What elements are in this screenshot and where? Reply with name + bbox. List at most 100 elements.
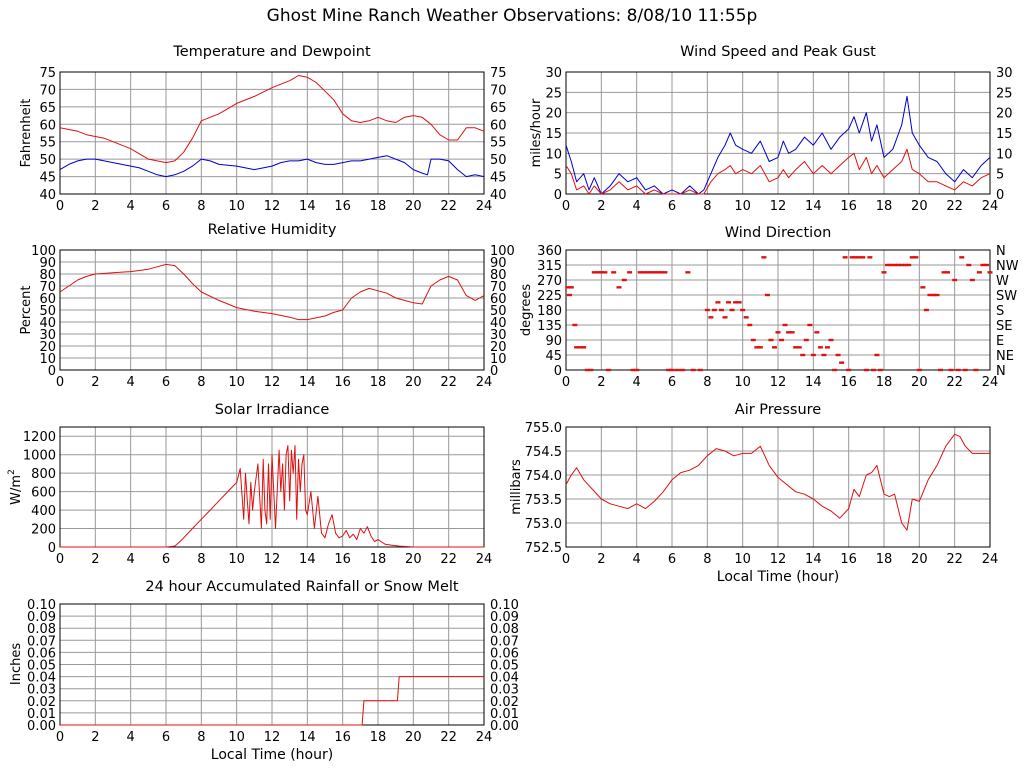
x-tick-label: 6	[162, 730, 170, 745]
y-tick-label: 0.10	[27, 598, 56, 613]
x-tick-label: 16	[334, 199, 351, 214]
x-tick-label: 20	[911, 375, 928, 390]
x-tick-label: 6	[668, 199, 676, 214]
data-point	[588, 368, 594, 372]
y-tick-label: 270	[537, 274, 562, 289]
data-point	[704, 308, 710, 312]
x-tick-label: 12	[264, 730, 281, 745]
data-point	[824, 346, 830, 349]
x-tick-label: 22	[440, 199, 457, 214]
data-point	[828, 338, 834, 342]
data-point	[680, 368, 686, 372]
right-tick-label: S	[996, 304, 1004, 319]
x-tick-label: 14	[299, 552, 316, 567]
data-point	[771, 346, 777, 349]
x-tick-label: 24	[982, 375, 999, 390]
y-axis-label: Percent	[19, 286, 34, 335]
page-title: Ghost Mine Ranch Weather Observations: 8…	[266, 6, 758, 26]
data-point	[814, 331, 820, 334]
data-point	[877, 368, 883, 372]
x-tick-label: 2	[91, 552, 99, 567]
x-tick-label: 4	[633, 375, 641, 390]
solar-chart-title: Solar Irradiance	[214, 402, 330, 418]
x-tick-label: 14	[805, 199, 822, 214]
data-point	[750, 338, 756, 342]
right-tick-label: N	[996, 364, 1006, 379]
right-tick-label: 0.10	[490, 598, 519, 613]
x-tick-label: 22	[440, 375, 457, 390]
right-tick-label: 90	[490, 256, 507, 271]
data-point	[715, 301, 721, 304]
y-tick-label: 360	[537, 244, 562, 259]
data-point	[952, 278, 958, 282]
wind-series-line-1	[565, 148, 991, 195]
y-tick-label: 0.01	[27, 707, 56, 722]
data-point	[577, 346, 583, 349]
data-point	[595, 271, 601, 274]
right-tick-label: 60	[490, 292, 507, 307]
data-point	[832, 368, 838, 372]
y-tick-label: 0.06	[27, 646, 56, 661]
y-tick-label: 90	[39, 256, 56, 271]
data-point	[658, 271, 664, 274]
right-tick-label: 0.02	[490, 695, 519, 710]
y-axis-label: Inches	[9, 643, 24, 685]
right-tick-label: 40	[490, 188, 507, 203]
right-tick-label: 0.05	[490, 659, 519, 674]
x-tick-label: 10	[734, 552, 751, 567]
data-point	[722, 316, 728, 319]
solar-series-line-0	[60, 445, 484, 548]
data-point	[648, 271, 654, 274]
y-axis-label: W/m2	[7, 469, 24, 505]
data-point	[920, 286, 926, 289]
data-point	[906, 263, 912, 267]
x-tick-label: 14	[805, 552, 822, 567]
data-point	[934, 293, 940, 297]
right-tick-label: SW	[996, 289, 1017, 304]
x-tick-label: 10	[228, 199, 245, 214]
right-tick-label: 0.01	[490, 707, 519, 722]
data-point	[584, 368, 590, 372]
y-tick-label: 200	[31, 523, 56, 538]
data-point	[779, 338, 785, 342]
data-point	[598, 271, 604, 274]
data-point	[800, 353, 806, 357]
right-tick-label: 0	[490, 364, 498, 379]
y-tick-label: 0.09	[27, 610, 56, 625]
rain-series-line-0	[60, 676, 484, 726]
data-point	[581, 346, 587, 349]
x-tick-label: 0	[562, 199, 570, 214]
temperature-series-line-1	[59, 155, 485, 178]
y-tick-label: 10	[39, 352, 56, 367]
data-point	[810, 353, 816, 357]
data-point	[821, 353, 827, 357]
data-point	[634, 368, 640, 372]
right-tick-label: 0.09	[490, 610, 519, 625]
y-tick-label: 1000	[23, 449, 56, 464]
data-point	[669, 368, 675, 372]
data-point	[867, 256, 873, 259]
humidity-series-line-0	[59, 263, 485, 321]
x-tick-label: 0	[56, 552, 64, 567]
data-point	[764, 293, 770, 297]
x-tick-label: 4	[633, 199, 641, 214]
data-point	[711, 308, 717, 312]
x-tick-label: 24	[476, 552, 493, 567]
right-tick-label: 60	[490, 118, 507, 133]
x-tick-label: 0	[562, 552, 570, 567]
y-tick-label: 20	[39, 340, 56, 355]
right-tick-label: 45	[490, 171, 507, 186]
data-point	[655, 271, 661, 274]
data-point	[885, 263, 891, 267]
data-point	[835, 353, 841, 357]
data-point	[938, 368, 944, 372]
x-tick-label: 10	[228, 552, 245, 567]
x-tick-label: 22	[440, 552, 457, 567]
x-tick-label: 2	[91, 375, 99, 390]
data-point	[740, 308, 746, 312]
data-point	[969, 278, 975, 282]
x-tick-label: 16	[840, 375, 857, 390]
y-tick-label: 30	[545, 66, 562, 81]
x-tick-label: 20	[405, 552, 422, 567]
x-tick-label: 4	[127, 375, 135, 390]
